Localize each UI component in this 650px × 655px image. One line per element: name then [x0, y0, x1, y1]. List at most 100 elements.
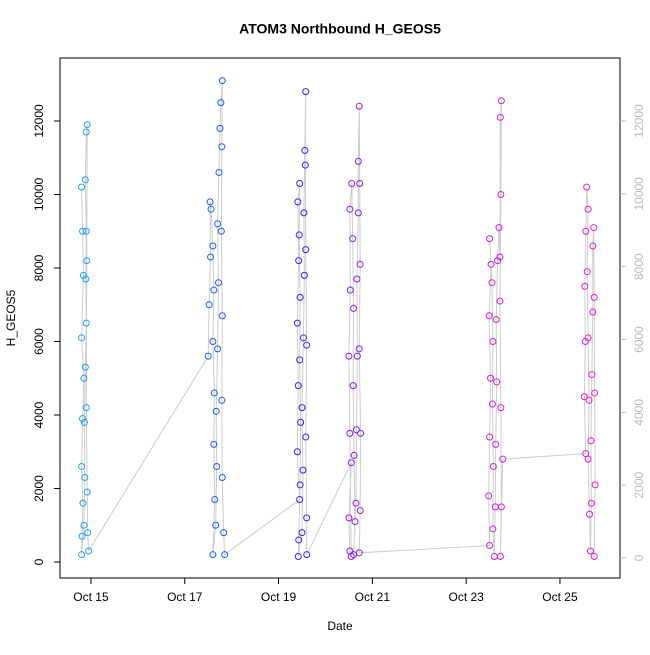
point	[356, 179, 364, 187]
x-tick-label: Oct 25	[542, 590, 578, 604]
trace-line	[81, 124, 90, 555]
point	[590, 293, 598, 301]
point	[496, 113, 504, 121]
point	[354, 209, 362, 217]
y-tick-label: 0	[32, 558, 46, 565]
point	[79, 227, 87, 235]
point	[585, 396, 593, 404]
y-tick-label: 4000	[32, 401, 46, 428]
point	[354, 157, 362, 165]
connector-line	[224, 499, 300, 556]
point	[220, 529, 228, 537]
point	[79, 415, 87, 423]
point	[218, 143, 226, 151]
point	[217, 227, 225, 235]
point	[298, 404, 306, 412]
y2-tick-label: 0	[632, 554, 646, 561]
point	[496, 253, 504, 261]
y-tick-label: 12000	[32, 104, 46, 138]
point	[209, 242, 217, 250]
point	[489, 525, 497, 533]
point	[215, 168, 223, 176]
point	[497, 97, 505, 105]
y2-tick-label: 12000	[632, 104, 646, 138]
plot-frame	[59, 57, 621, 579]
point	[590, 224, 598, 232]
point	[486, 433, 494, 441]
point	[296, 356, 304, 364]
y-tick-label: 10000	[32, 177, 46, 211]
point	[295, 536, 303, 544]
point	[488, 279, 496, 287]
trace-line	[296, 91, 308, 557]
point	[346, 205, 354, 213]
point	[299, 466, 307, 474]
point	[587, 437, 595, 445]
point	[584, 205, 592, 213]
point	[212, 521, 220, 529]
point	[583, 268, 591, 276]
point	[221, 551, 229, 559]
x-tick-label: Oct 17	[167, 590, 203, 604]
point	[352, 499, 360, 507]
point	[303, 551, 311, 559]
point	[346, 429, 354, 437]
point	[488, 400, 496, 408]
point	[80, 418, 88, 426]
point	[301, 146, 309, 154]
point	[217, 99, 225, 107]
point	[79, 499, 87, 507]
trace-line	[207, 80, 226, 555]
point	[583, 183, 591, 191]
point	[303, 514, 311, 522]
point	[496, 297, 504, 305]
point	[489, 462, 497, 470]
point	[496, 553, 504, 561]
point	[294, 382, 302, 390]
y2-tick-label: 8000	[632, 253, 646, 280]
y2-tick-label: 10000	[632, 177, 646, 211]
point	[212, 407, 220, 415]
point	[218, 312, 226, 320]
point	[210, 440, 218, 448]
point	[207, 253, 215, 261]
connector-line	[359, 544, 490, 554]
point	[355, 102, 363, 110]
point	[352, 426, 360, 434]
point	[485, 312, 493, 320]
point	[495, 224, 503, 232]
point	[204, 352, 212, 360]
point	[83, 488, 91, 496]
point	[302, 88, 310, 96]
point	[299, 334, 307, 342]
point	[293, 319, 301, 327]
point	[295, 257, 303, 265]
point	[492, 440, 500, 448]
point	[214, 220, 222, 228]
point	[349, 235, 357, 243]
point	[297, 418, 305, 426]
point	[216, 124, 224, 132]
point	[351, 518, 359, 526]
point	[82, 404, 90, 412]
y2-tick-label: 6000	[632, 326, 646, 353]
point	[492, 315, 500, 323]
point	[353, 275, 361, 283]
point	[586, 510, 594, 518]
point	[293, 448, 301, 456]
point	[487, 374, 495, 382]
point	[302, 246, 310, 254]
y2-tick-label: 4000	[632, 399, 646, 426]
point	[296, 293, 304, 301]
point	[296, 179, 304, 187]
point	[80, 521, 88, 529]
point	[589, 308, 597, 316]
point	[214, 345, 222, 353]
point	[499, 455, 507, 463]
point	[580, 393, 588, 401]
point	[210, 286, 218, 294]
point	[83, 121, 91, 129]
point	[587, 499, 595, 507]
point	[493, 378, 501, 386]
point	[347, 459, 355, 467]
